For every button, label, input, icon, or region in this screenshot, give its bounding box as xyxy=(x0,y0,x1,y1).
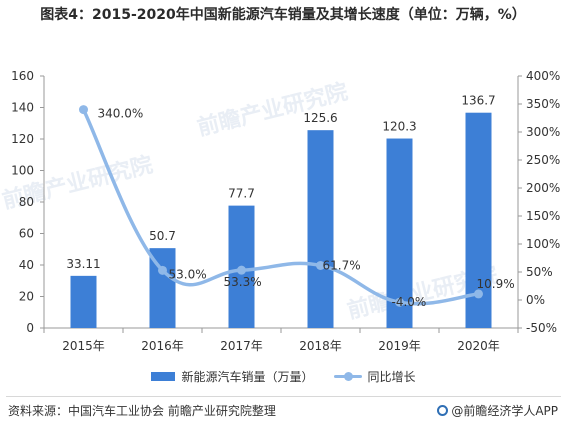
growth-value-label: 53.3% xyxy=(224,275,262,289)
brand-logo-icon xyxy=(437,405,449,416)
x-tick-label: 2016年 xyxy=(141,339,184,353)
legend-label-growth: 同比增长 xyxy=(367,369,416,384)
bar-value-label: 125.6 xyxy=(303,111,337,125)
y-right-tick-label: -50% xyxy=(526,321,557,335)
y-right-tick-label: 200% xyxy=(526,181,560,195)
bar-value-label: 50.7 xyxy=(149,229,176,243)
bar xyxy=(70,275,97,328)
bar xyxy=(307,130,334,328)
y-right-tick-label: 300% xyxy=(526,125,560,139)
x-tick-label: 2015年 xyxy=(62,339,105,353)
growth-value-label: 61.7% xyxy=(323,258,361,272)
y-left-tick-label: 20 xyxy=(19,290,34,304)
x-tick-label: 2019年 xyxy=(378,339,421,353)
x-tick-label: 2020年 xyxy=(457,339,500,353)
growth-value-label: 53.0% xyxy=(169,267,207,281)
brand-label: @前瞻经济学人APP xyxy=(451,404,558,418)
legend-bar-swatch xyxy=(151,371,176,381)
y-left-tick-label: 40 xyxy=(19,258,34,272)
y-right-tick-label: 350% xyxy=(526,97,560,111)
growth-value-label: 340.0% xyxy=(98,107,144,121)
legend-label-sales: 新能源汽车销量（万量） xyxy=(181,369,314,384)
growth-point xyxy=(395,297,404,307)
bar-value-label: 33.11 xyxy=(66,257,100,271)
y-left-tick-label: 0 xyxy=(26,321,34,335)
x-tick-label: 2018年 xyxy=(299,339,342,353)
bar-value-label: 136.7 xyxy=(461,94,495,108)
chart-svg: 0 20 40 60 80 100 120 140 160 -50% 0% 50% 100% 150% 20… xyxy=(11,69,560,353)
y-right-tick-label: 250% xyxy=(526,153,560,167)
y-right-tick-label: 0% xyxy=(526,293,545,307)
growth-point xyxy=(316,260,325,270)
x-tick-label: 2017年 xyxy=(220,339,263,353)
growth-line-path xyxy=(81,107,481,306)
bar-value-label: 77.7 xyxy=(228,187,255,201)
y-right-tick-label: 150% xyxy=(526,209,560,223)
y-left-tick-label: 120 xyxy=(11,132,34,146)
y-left-tick-label: 100 xyxy=(11,164,34,178)
brand-credit: @前瞻经济学人APP xyxy=(437,402,558,419)
y-left-tick-label: 140 xyxy=(11,101,34,115)
axes: 0 20 40 60 80 100 120 140 160 -50% 0% 50% 100% 150% 20… xyxy=(11,69,560,353)
growth-point xyxy=(474,289,483,299)
y-left-tick-label: 80 xyxy=(19,195,34,209)
data-labels: 33.11 50.7 77.7 125.6 120.3 136.7 340.0% 53.0% 5… xyxy=(66,94,514,310)
legend: 新能源汽车销量（万量） 同比增长 xyxy=(0,366,567,386)
growth-point xyxy=(237,265,246,275)
growth-value-label: 10.9% xyxy=(477,277,515,291)
source-note: 资料来源：中国汽车工业协会 前瞻产业研究院整理 xyxy=(8,404,276,418)
y-right-tick-label: 400% xyxy=(526,69,560,83)
y-right-tick-label: 50% xyxy=(526,265,553,279)
growth-line xyxy=(79,105,483,307)
bar xyxy=(386,138,413,328)
legend-item-growth: 同比增长 xyxy=(333,368,416,385)
growth-point xyxy=(158,265,167,275)
chart-title: 图表4：2015-2020年中国新能源汽车销量及其增长速度（单位：万辆，%） xyxy=(40,7,526,23)
bar-value-label: 120.3 xyxy=(382,120,416,134)
footer-divider xyxy=(6,396,561,397)
y-left-tick-label: 60 xyxy=(19,227,34,241)
y-right-tick-label: 100% xyxy=(526,237,560,251)
growth-value-label: -4.0% xyxy=(392,295,427,309)
bars xyxy=(70,112,492,328)
legend-item-sales: 新能源汽车销量（万量） xyxy=(151,368,314,385)
y-left-tick-label: 160 xyxy=(11,69,34,83)
legend-line-swatch xyxy=(333,371,362,381)
growth-point xyxy=(79,105,88,115)
